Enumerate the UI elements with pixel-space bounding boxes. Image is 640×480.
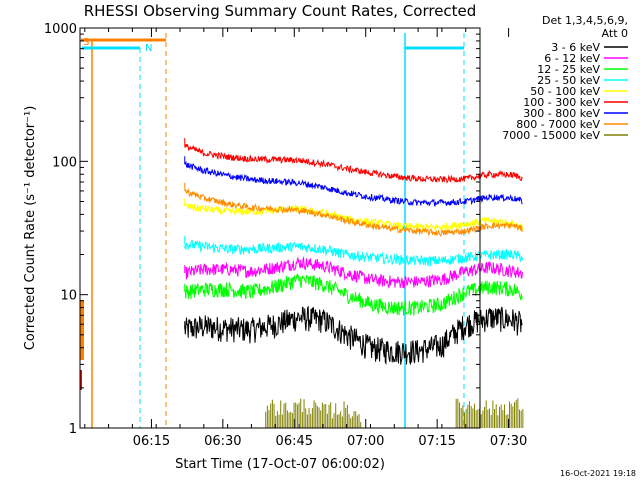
series-6-12-kev [184, 256, 523, 289]
pregap-fragment-red [80, 370, 82, 390]
series-800-7000-kev [184, 188, 523, 238]
x-tick-label: 07:15 [418, 434, 455, 449]
series-50-100-kev [184, 203, 523, 232]
x-tick-label: 06:30 [204, 434, 241, 449]
x-tick-label: 07:30 [490, 434, 527, 449]
chart-title: RHESSI Observing Summary Count Rates, Co… [84, 2, 477, 20]
legend-label: 25 - 50 keV [537, 74, 600, 87]
y-tick-label: 1 [69, 422, 77, 437]
x-tick-label: 06:15 [133, 434, 170, 449]
legend-label: 12 - 25 keV [537, 63, 600, 76]
y-tick-label: 100 [52, 155, 77, 170]
legend-label: 50 - 100 keV [530, 85, 600, 98]
legend-attenuator: Att 0 [602, 27, 628, 40]
plot-border [79, 27, 481, 429]
legend-header: Det 1,3,4,5,6,9, [542, 14, 628, 27]
series-3-6-kev [184, 305, 523, 366]
series-25-50-kev [184, 239, 523, 268]
pregap-fragment [80, 300, 84, 360]
series-100-300-kev [184, 144, 523, 184]
flag-label-s: S [83, 37, 89, 48]
legend-label: 6 - 12 keV [544, 52, 600, 65]
footer-timestamp: 16-Oct-2021 19:18 [560, 469, 636, 478]
series-300-800-kev [184, 160, 523, 207]
x-tick-label: 07:00 [347, 434, 384, 449]
y-tick-label: 10 [60, 289, 77, 304]
legend-label: 100 - 300 keV [523, 96, 600, 109]
legend-label: 800 - 7000 keV [516, 118, 600, 131]
y-axis-label: Corrected Count Rate (s⁻¹ detector⁻¹) [23, 106, 38, 351]
legend-label: 7000 - 15000 keV [502, 129, 600, 142]
y-tick-label: 1000 [44, 22, 77, 37]
series-7000-15000-kev [265, 398, 524, 428]
series-12-25-kev [184, 272, 523, 316]
flag-label-n: N [145, 43, 152, 54]
legend-label: 300 - 800 keV [523, 107, 600, 120]
plot-area: SN [80, 33, 524, 428]
x-tick-label: 06:45 [276, 434, 313, 449]
x-axis-label: Start Time (17-Oct-07 06:00:02) [175, 457, 385, 472]
legend-label: 3 - 6 keV [551, 41, 600, 54]
plot-frame: 1 10 100 1000 06:15 06:30 06:45 07:00 07:15 07:30 [44, 22, 527, 449]
